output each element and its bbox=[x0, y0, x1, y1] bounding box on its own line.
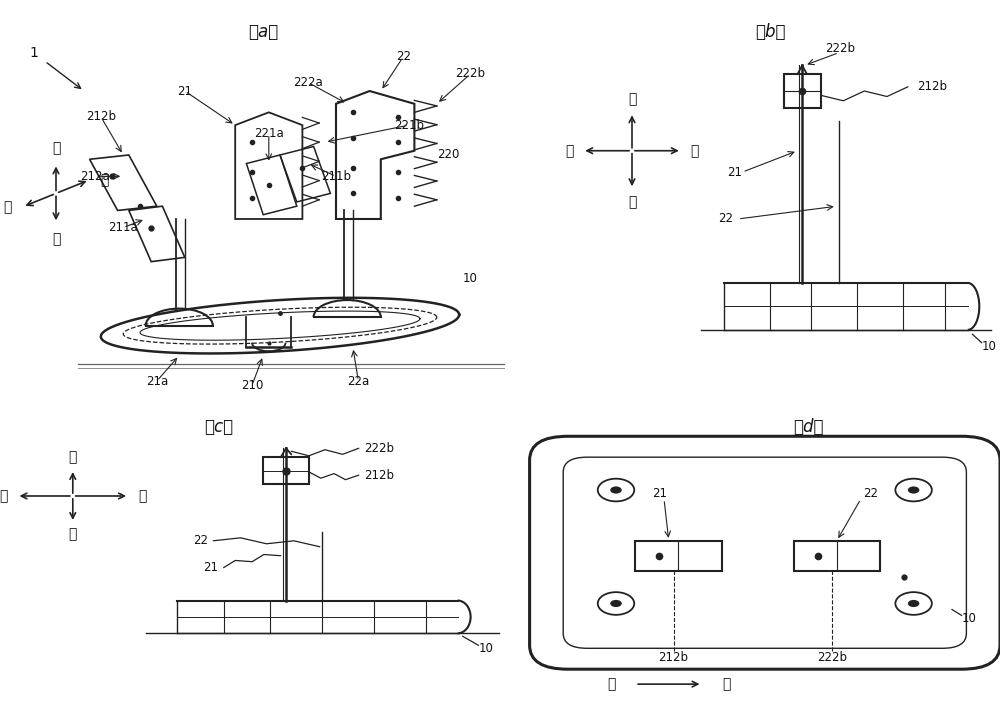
Text: 222b: 222b bbox=[364, 442, 394, 455]
Text: 10: 10 bbox=[962, 612, 976, 625]
Text: 10: 10 bbox=[982, 341, 996, 353]
Bar bbox=[263, 457, 309, 484]
Text: 上: 上 bbox=[69, 451, 77, 465]
Bar bbox=[794, 541, 880, 571]
Text: 后: 后 bbox=[101, 173, 109, 187]
Text: 右: 右 bbox=[0, 489, 7, 503]
Text: 22: 22 bbox=[718, 213, 733, 225]
Text: 222a: 222a bbox=[293, 76, 323, 89]
Text: （c）: （c） bbox=[204, 418, 233, 437]
Text: （b）: （b） bbox=[755, 23, 785, 41]
Text: 左: 左 bbox=[566, 144, 574, 158]
Bar bbox=[784, 74, 821, 108]
Text: 1: 1 bbox=[29, 46, 38, 60]
Bar bbox=[635, 541, 722, 571]
Text: 左: 左 bbox=[138, 489, 147, 503]
Text: 上: 上 bbox=[628, 92, 636, 106]
Text: 21a: 21a bbox=[146, 375, 168, 387]
Text: 前: 前 bbox=[3, 200, 11, 214]
Circle shape bbox=[610, 486, 622, 493]
Text: 210: 210 bbox=[241, 379, 263, 392]
Circle shape bbox=[610, 600, 622, 607]
Text: 222b: 222b bbox=[825, 42, 855, 55]
Text: 212b: 212b bbox=[659, 651, 689, 664]
Text: 212b: 212b bbox=[917, 80, 947, 93]
Text: 222b: 222b bbox=[817, 651, 847, 664]
Text: 上: 上 bbox=[52, 141, 60, 155]
Text: （d）: （d） bbox=[793, 418, 823, 437]
Text: 211a: 211a bbox=[108, 221, 138, 234]
Text: 10: 10 bbox=[463, 272, 478, 285]
Text: 21: 21 bbox=[177, 85, 192, 97]
Text: 前: 前 bbox=[607, 677, 615, 691]
Text: 220: 220 bbox=[437, 149, 459, 161]
Text: 222b: 222b bbox=[455, 68, 485, 80]
Text: 21: 21 bbox=[727, 166, 742, 178]
Text: 22: 22 bbox=[863, 486, 878, 500]
Text: 212a: 212a bbox=[80, 170, 110, 183]
Circle shape bbox=[908, 600, 919, 607]
Text: 22a: 22a bbox=[347, 375, 370, 387]
Text: 10: 10 bbox=[478, 642, 493, 655]
Text: 右: 右 bbox=[690, 144, 698, 158]
Text: 211b: 211b bbox=[321, 170, 351, 183]
Text: 后: 后 bbox=[722, 677, 731, 691]
Text: 下: 下 bbox=[628, 196, 636, 210]
Text: 22: 22 bbox=[396, 50, 411, 63]
Text: 21: 21 bbox=[652, 486, 667, 500]
Text: （a）: （a） bbox=[248, 23, 278, 41]
Text: 下: 下 bbox=[52, 232, 60, 246]
Circle shape bbox=[908, 486, 919, 493]
Text: 212b: 212b bbox=[86, 110, 116, 123]
Text: 212b: 212b bbox=[364, 469, 394, 481]
Text: 22: 22 bbox=[193, 534, 208, 547]
Text: 221b: 221b bbox=[394, 119, 424, 132]
Text: 下: 下 bbox=[69, 528, 77, 541]
Text: 21: 21 bbox=[203, 561, 218, 574]
Text: 221a: 221a bbox=[254, 127, 284, 140]
